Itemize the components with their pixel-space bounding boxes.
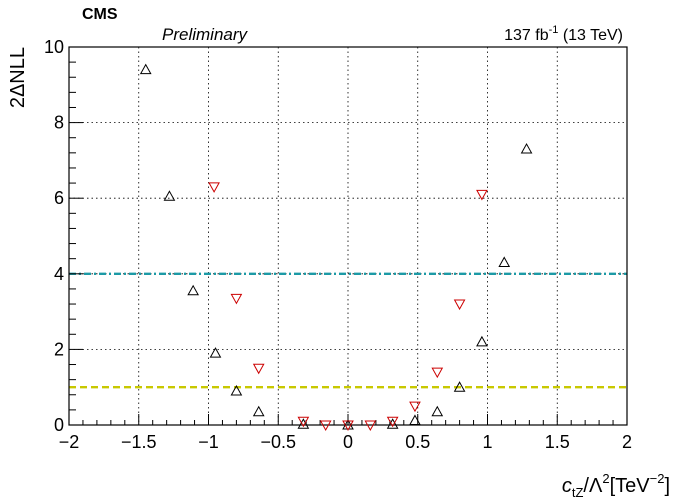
y-tick-label: 2 xyxy=(54,339,64,359)
triangle-up-marker xyxy=(139,63,152,75)
y-tick-label: 8 xyxy=(54,113,64,133)
x-tick-label: 0.5 xyxy=(405,432,430,452)
tick-labels: −2 −1.5 −1 −0.5 0 0.5 1 1.5 2 0 2 4 6 8 10 xyxy=(44,37,632,452)
x-tick-label: 1 xyxy=(482,432,492,452)
triangle-up-marker xyxy=(453,381,466,392)
y-tick-label: 0 xyxy=(54,415,64,435)
plot-frame xyxy=(68,46,628,426)
x-axis-label: ctZ/Λ2[TeV−2] xyxy=(562,471,670,500)
lumi-label: 137 fb-1 (13 TeV) xyxy=(504,24,623,44)
triangle-down-marker xyxy=(386,416,399,428)
x-tick-label: −2 xyxy=(59,432,80,452)
triangle-up-marker xyxy=(187,284,200,296)
x-tick-label: 2 xyxy=(622,432,632,452)
data-points xyxy=(139,63,533,432)
triangle-up-marker xyxy=(252,405,265,417)
reference-lines xyxy=(69,272,627,389)
triangle-down-marker xyxy=(252,363,265,375)
triangle-up-marker xyxy=(476,335,488,347)
x-axis-unit: [TeV xyxy=(610,475,651,497)
axis-ticks xyxy=(68,46,628,426)
x-tick-label: −1 xyxy=(198,432,219,452)
experiment-label: CMS xyxy=(82,6,118,23)
x-axis-mid: /Λ xyxy=(583,475,603,497)
triangle-up-marker xyxy=(209,347,222,358)
x-axis-sub: tZ xyxy=(572,485,584,500)
triangle-up-marker xyxy=(431,405,444,417)
triangle-down-marker xyxy=(208,182,220,193)
triangle-down-marker xyxy=(230,293,243,305)
x-axis-exp: −2 xyxy=(650,471,665,486)
x-axis-var: c xyxy=(562,475,572,497)
status-label: Preliminary xyxy=(162,25,249,44)
x-axis-sq: 2 xyxy=(602,471,609,486)
triangle-down-marker xyxy=(453,299,466,311)
x-axis-close: ] xyxy=(664,475,670,497)
triangle-up-marker xyxy=(386,418,399,429)
triangle-down-marker xyxy=(364,420,377,432)
lumi-exponent: -1 xyxy=(549,24,559,36)
x-tick-label: −1.5 xyxy=(121,432,157,452)
y-tick-label: 10 xyxy=(44,37,64,57)
lumi-value: 137 fb xyxy=(504,27,549,44)
triangle-down-marker xyxy=(297,416,310,428)
triangle-up-marker xyxy=(498,256,511,267)
triangle-down-marker xyxy=(431,367,444,379)
triangle-up-marker xyxy=(163,190,176,201)
triangle-up-marker xyxy=(230,384,243,396)
y-tick-label: 6 xyxy=(54,188,64,208)
grid-lines xyxy=(69,47,627,425)
y-axis-label: 2ΔNLL xyxy=(7,47,29,108)
x-tick-label: 0 xyxy=(343,432,353,452)
triangle-up-marker xyxy=(297,418,310,429)
triangle-down-marker xyxy=(409,401,421,413)
triangle-up-marker xyxy=(520,143,533,154)
y-tick-label: 4 xyxy=(54,264,64,284)
lumi-energy: (13 TeV) xyxy=(558,27,623,44)
triangle-down-marker xyxy=(319,420,332,432)
triangle-up-marker xyxy=(409,414,421,425)
x-tick-label: 1.5 xyxy=(545,432,570,452)
x-tick-label: −0.5 xyxy=(260,432,296,452)
triangle-down-marker xyxy=(476,189,488,201)
triangle-down-marker xyxy=(342,420,354,432)
